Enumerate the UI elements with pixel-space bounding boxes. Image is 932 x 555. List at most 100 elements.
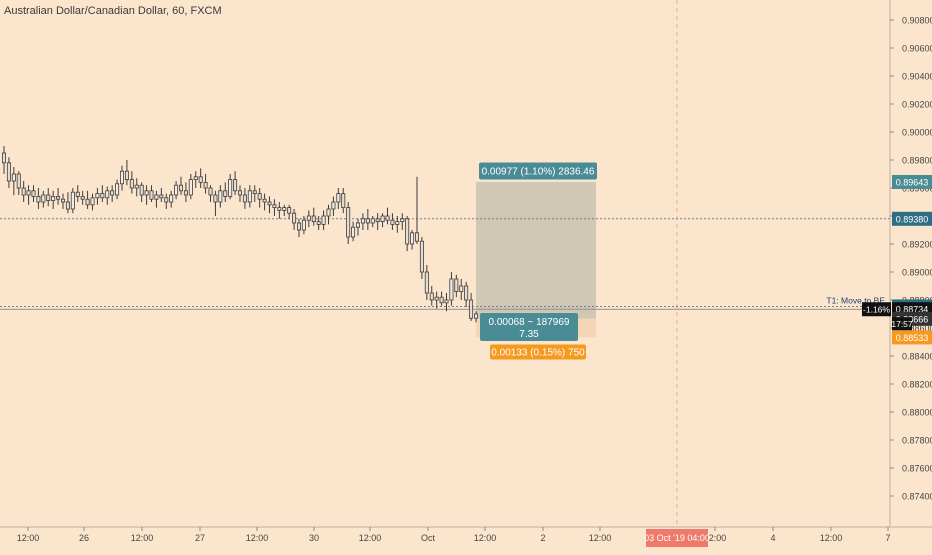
stop-label-bg (490, 344, 586, 360)
candle-body (223, 190, 228, 197)
candle-body (21, 187, 26, 196)
candle-body (444, 299, 449, 304)
price-tag: 0.88533 (896, 333, 929, 343)
candle-body (390, 219, 395, 225)
candle-body (233, 179, 238, 192)
price-axis-tick-label: 0.87600 (902, 464, 932, 474)
countdown: 17:57 (891, 319, 913, 329)
candle-body (139, 184, 144, 196)
candle-body (90, 197, 95, 206)
candle-body (2, 152, 7, 164)
pnl-label-bg (480, 313, 578, 341)
candle-body (360, 218, 365, 224)
candle-body (154, 194, 159, 200)
candle-body (410, 232, 415, 245)
candle-body (252, 190, 257, 195)
change-badge-bg (862, 302, 891, 317)
candle-body (400, 218, 405, 223)
price-axis-tick-label: 0.88200 (902, 380, 932, 390)
candle-body (95, 193, 100, 199)
price-axis-tick-label: 0.88600 (902, 324, 932, 334)
candle-body (208, 187, 213, 196)
price-axis-tick-label: 0.89200 (902, 240, 932, 250)
candle-body (159, 194, 164, 199)
candle-body (405, 218, 410, 245)
candle-body (292, 212, 297, 224)
candle-body (459, 285, 464, 292)
time-axis-tick-label: 2 (540, 533, 545, 543)
price-tag: 0.89643 (896, 177, 929, 187)
candle-body (341, 193, 346, 209)
candle-body (51, 195, 56, 201)
candle-body (80, 195, 85, 200)
candle-body (464, 285, 469, 301)
candle-body (242, 194, 247, 203)
price-axis-tick-label: 0.88000 (902, 408, 932, 418)
candle-body (287, 207, 292, 214)
candle-body (11, 173, 16, 182)
candle-body (355, 222, 360, 228)
pnl-label-line1: 0.00068 ~ 187969 (489, 317, 570, 328)
candle-body (213, 194, 218, 203)
candle-body (105, 190, 110, 199)
candle-body (144, 190, 149, 196)
countdown-bg (892, 317, 912, 331)
price-axis-tick-label: 0.88400 (902, 352, 932, 362)
time-axis-tick-label: 12:00 (131, 533, 154, 543)
pnl-label-line2: 7.35 (519, 329, 539, 340)
candle-body (331, 201, 336, 210)
candle-body (134, 184, 139, 189)
candle-body (41, 194, 46, 203)
time-axis-tick-label: 12:00 (359, 533, 382, 543)
candle-body (16, 173, 21, 189)
time-axis-tick-label: Oct (421, 533, 436, 543)
candle-body (469, 299, 474, 319)
candle-body (267, 201, 272, 206)
candle-body (414, 232, 419, 242)
candle-body (228, 179, 233, 197)
price-tag: 0.88734 (896, 305, 929, 315)
candle-body (26, 190, 31, 196)
candle-body (424, 271, 429, 294)
candle-body (296, 222, 301, 231)
candle-body (277, 207, 282, 211)
candle-body (65, 201, 70, 210)
candle-body (272, 204, 277, 209)
symbol-title: Australian Dollar/Canadian Dollar, 60, F… (4, 5, 222, 17)
time-axis-tick-label: 12:00 (474, 533, 497, 543)
candle-body (429, 292, 434, 301)
candle-body (311, 215, 316, 222)
time-axis-tick-label: 12:00 (246, 533, 269, 543)
candle-body (198, 176, 203, 183)
time-axis-tick-label: 12:00 (820, 533, 843, 543)
candle-body (301, 219, 306, 231)
candle-body (183, 190, 188, 196)
candle-body (188, 179, 193, 196)
candle-body (203, 181, 208, 189)
candle-body (449, 278, 454, 301)
candle-body (316, 221, 321, 225)
candle-body (326, 208, 331, 217)
candle-body (454, 278, 459, 293)
target-label-bg (479, 162, 597, 180)
candle-body (75, 191, 80, 197)
time-cursor-label-bg (646, 529, 708, 547)
price-axis-tick-label: 0.90600 (902, 44, 932, 54)
candle-body (380, 215, 385, 222)
candle-body (375, 218, 380, 223)
candle-body (115, 183, 120, 196)
candle-body (193, 176, 198, 181)
candle-body (100, 193, 105, 199)
price-axis-tick-label: 0.90400 (902, 72, 932, 82)
candle-body (346, 207, 351, 238)
candle-body (218, 190, 223, 203)
price-axis-tick-label: 0.89800 (902, 156, 932, 166)
candle-body (36, 195, 41, 203)
price-tag: 0.89380 (896, 214, 929, 224)
candle-body (61, 198, 66, 203)
stop-label: 0.00133 (0.15%) 750 (491, 348, 585, 359)
candle-body (370, 218, 375, 224)
candle-body (85, 198, 90, 206)
